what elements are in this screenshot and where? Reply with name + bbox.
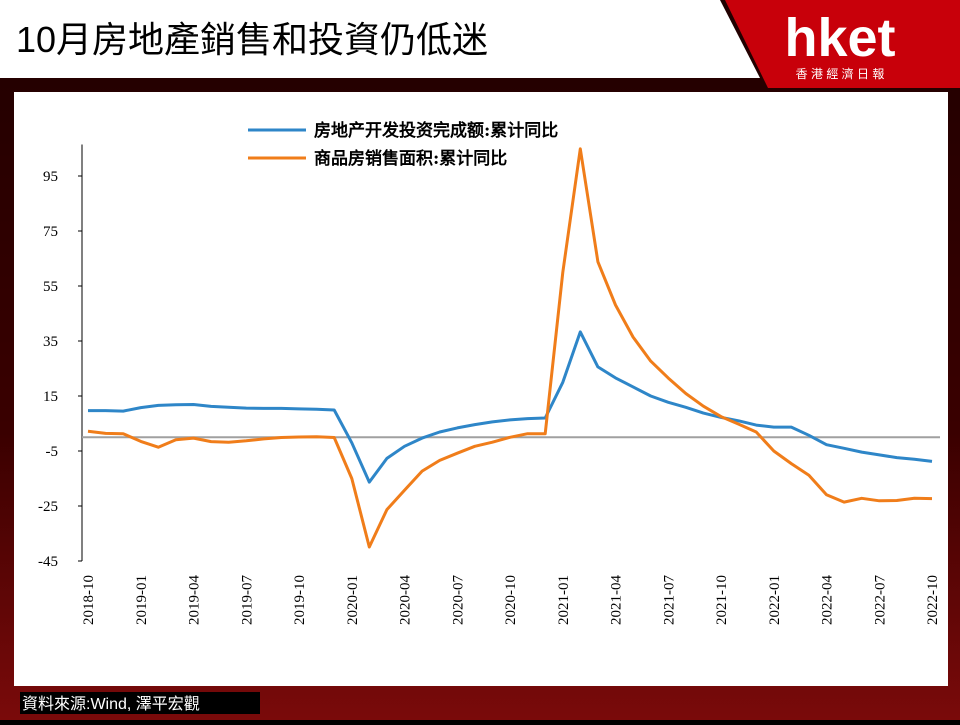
line — [87, 147, 933, 549]
logo: hket — [784, 8, 895, 68]
page-title: 10月房地產銷售和投資仍低迷 — [16, 19, 488, 60]
y-tick-label: 55 — [43, 279, 58, 295]
x-tick-label: 2019-04 — [187, 575, 203, 625]
source: 資料來源:Wind, 澤平宏觀 — [22, 695, 200, 713]
source-box — [20, 692, 260, 714]
x-tick-label: 2022-07 — [872, 575, 888, 625]
x-tick-label: 2020-04 — [398, 575, 414, 625]
logo-band — [725, 0, 960, 88]
x-tick-label: 2020-01 — [345, 575, 361, 625]
legend-label: 房地产开发投资完成额:累计同比 — [314, 120, 558, 141]
x-tick-label: 2019-07 — [239, 575, 255, 625]
x-tick-label: 2020-10 — [503, 575, 519, 625]
y-tick-label: 15 — [43, 389, 58, 405]
x-tick-label: 2018-10 — [81, 575, 97, 625]
x-tick-label: 2021-01 — [556, 575, 572, 625]
x-tick-label: 2021-10 — [714, 575, 730, 625]
chart-panel — [14, 92, 948, 686]
title-band — [0, 0, 760, 78]
legend-label: 商品房销售面积:累计同比 — [314, 148, 507, 169]
x-tick-label: 2019-01 — [134, 575, 150, 625]
x-tick-label: 2019-10 — [292, 575, 308, 625]
y-tick-label: -45 — [38, 554, 58, 570]
x-tick-label: 2020-07 — [450, 575, 466, 625]
y-tick-label: -25 — [38, 499, 58, 515]
x-tick-label: 2022-10 — [925, 575, 941, 625]
x-tick-label: 2021-04 — [609, 575, 625, 625]
x-tick-label: 2022-01 — [767, 575, 783, 625]
y-tick-label: 95 — [43, 169, 58, 185]
y-tick-label: -5 — [46, 444, 59, 460]
logo-subtitle: 香 港 經 濟 日 報 — [796, 66, 885, 81]
x-tick-label: 2021-07 — [661, 575, 677, 625]
line — [88, 330, 933, 484]
y-tick-label: 75 — [43, 224, 58, 240]
y-tick-label: 35 — [43, 334, 58, 350]
x-tick-label: 2022-04 — [820, 575, 836, 625]
